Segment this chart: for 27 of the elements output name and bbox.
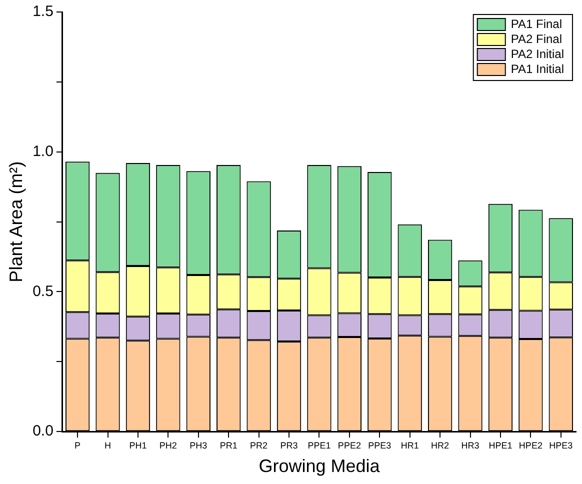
x-tick-label: HPE2: [518, 440, 542, 450]
y-axis-title: Plant Area (m²): [6, 161, 26, 282]
legend-label: PA1 Initial: [510, 62, 564, 76]
x-tick-label: PH3: [190, 440, 208, 450]
x-tick-label: PR1: [220, 440, 238, 450]
x-axis-title: Growing Media: [258, 456, 381, 476]
x-tick-label: PH2: [159, 440, 177, 450]
x-tick-label: PR2: [250, 440, 268, 450]
x-tick-label: HPE1: [488, 440, 512, 450]
y-tick-label: 0.5: [32, 282, 54, 300]
legend-label: PA2 Initial: [510, 46, 564, 61]
y-tick-label: 0.0: [32, 422, 54, 440]
y-tick-label: 1.0: [32, 143, 54, 160]
y-tick-label: 1.5: [32, 3, 54, 20]
x-tick-label: HPE3: [549, 440, 573, 450]
x-tick-label: PPE3: [368, 440, 392, 450]
x-tick-label: HR3: [461, 440, 480, 450]
x-tick-label: PPE1: [308, 440, 331, 450]
x-tick-label: P: [74, 440, 81, 450]
x-tick-label: PPE2: [338, 440, 361, 450]
legend-label: PA2 Final: [510, 32, 562, 46]
x-tick-label: HR2: [431, 440, 450, 450]
x-tick-label: PH1: [129, 440, 147, 450]
legend-label: PA1 Final: [510, 16, 562, 31]
x-tick-label: H: [104, 440, 112, 450]
x-tick-label: PR3: [280, 440, 298, 450]
x-tick-label: HR1: [400, 440, 419, 450]
